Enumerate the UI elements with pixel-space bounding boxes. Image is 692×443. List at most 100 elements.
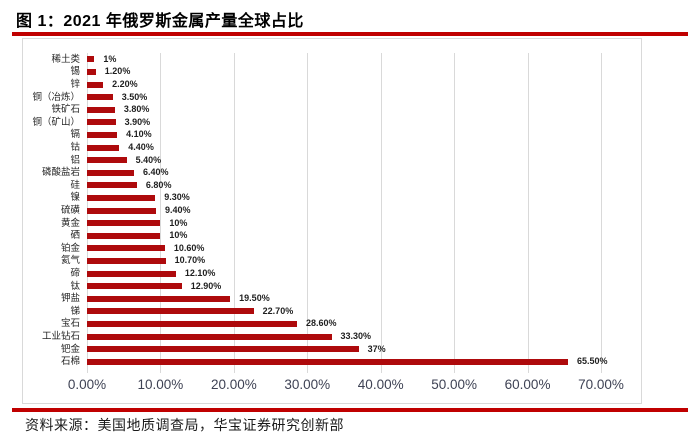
bar [87,194,156,201]
bar [87,144,120,151]
value-label: 22.70% [262,305,294,316]
category-label: 硒 [70,230,80,242]
value-label: 4.10% [126,129,152,140]
value-label: 1% [103,53,117,64]
value-label: 10% [169,230,188,241]
gridline [601,53,602,368]
bar [87,207,157,214]
x-axis-tick-label: 30.00% [284,377,331,392]
value-label: 3.50% [121,91,148,102]
value-label: 19.50% [239,293,270,304]
value-label: 1.20% [104,66,131,77]
value-label: 12.10% [184,268,216,278]
gridline [527,53,529,368]
bar [87,182,137,189]
value-label: 5.40% [135,154,162,165]
category-label: 黄金 [60,217,80,229]
figure-title: 图 1：2021 年俄罗斯金属产量全球占比 [16,13,304,30]
gridline [380,53,382,368]
axis-tick-mark [454,368,456,373]
value-label: 9.40% [165,205,191,215]
category-label: 碲 [70,268,80,279]
value-label: 37% [367,343,386,354]
bar [87,346,359,353]
x-axis-tick-label: 60.00% [504,377,551,392]
bar [87,157,127,164]
category-label: 铁矿石 [51,104,80,116]
category-label: 锑 [70,305,80,317]
category-label: 钛 [70,280,80,292]
x-axis-tick-label: 20.00% [210,377,257,392]
bar [87,220,161,227]
bar [87,308,254,315]
bar [87,169,134,176]
x-axis-tick-label: 40.00% [357,377,404,392]
axis-tick-mark [160,368,162,373]
category-label: 硅 [70,179,80,191]
x-axis-tick-label: 50.00% [431,377,478,392]
category-label: 钯金 [60,343,80,355]
category-label: 铝 [70,154,80,166]
category-label: 铂金 [60,242,80,254]
bar [87,131,118,138]
value-label: 10.60% [173,242,205,253]
value-label: 4.40% [128,142,154,152]
bar [87,94,113,101]
bar [87,333,332,340]
gridline [307,53,309,368]
gridline [160,53,162,368]
top-accent-rule [12,32,688,36]
value-label: 3.90% [124,116,151,127]
category-label: 钾盐 [60,293,80,305]
bar-chart: 0.00% 10.00% 20.00% 30.00% 40.00% 50.00% 60.00… [22,38,642,404]
value-label: 28.60% [306,318,337,329]
axis-tick-mark [380,368,382,373]
bar [87,295,231,302]
value-label: 6.80% [145,179,172,190]
category-label: 工业钻石 [41,331,80,342]
bar [87,358,568,365]
category-label: 铜（冶炼） [32,91,80,103]
category-label: 硫磺 [60,205,80,216]
axis-tick-mark [233,368,235,373]
gridline [454,53,456,368]
category-label: 宝石 [60,318,80,330]
value-label: 6.40% [142,167,169,178]
bar [87,81,104,88]
value-label: 2.20% [112,79,138,89]
bar [87,257,166,264]
bar [87,245,165,252]
axis-tick-mark [307,368,309,373]
category-label: 石棉 [60,356,80,368]
value-label: 9.30% [164,192,190,203]
category-label: 锌 [70,79,80,90]
category-label: 氦气 [60,255,80,267]
bar [87,106,115,113]
axis-tick-mark [601,368,602,373]
bar [87,119,116,126]
bar [87,56,95,63]
value-label: 3.80% [123,104,150,115]
category-label: 镍 [70,192,80,204]
value-label: 10% [169,217,188,228]
bar [87,320,297,327]
source-note: 资料来源：美国地质调查局，华宝证券研究创新部 [25,419,344,434]
gridline [233,53,235,368]
axis-tick-mark [527,368,529,373]
bar [87,68,96,75]
bar [87,270,176,277]
value-label: 12.90% [190,280,222,291]
category-label: 镉 [70,129,80,141]
value-label: 10.70% [174,255,206,266]
bar [87,283,182,290]
category-label: 磷酸盐岩 [41,167,80,179]
category-label: 稀土类 [51,53,80,65]
x-axis-tick-label: 0.00% [67,377,107,392]
axis-tick-mark [87,368,88,373]
category-label: 铜（矿山） [32,116,80,128]
category-label: 锡 [70,66,80,78]
bottom-accent-rule [12,408,688,412]
category-label: 钴 [70,142,80,153]
x-axis-tick-label: 10.00% [137,377,184,392]
